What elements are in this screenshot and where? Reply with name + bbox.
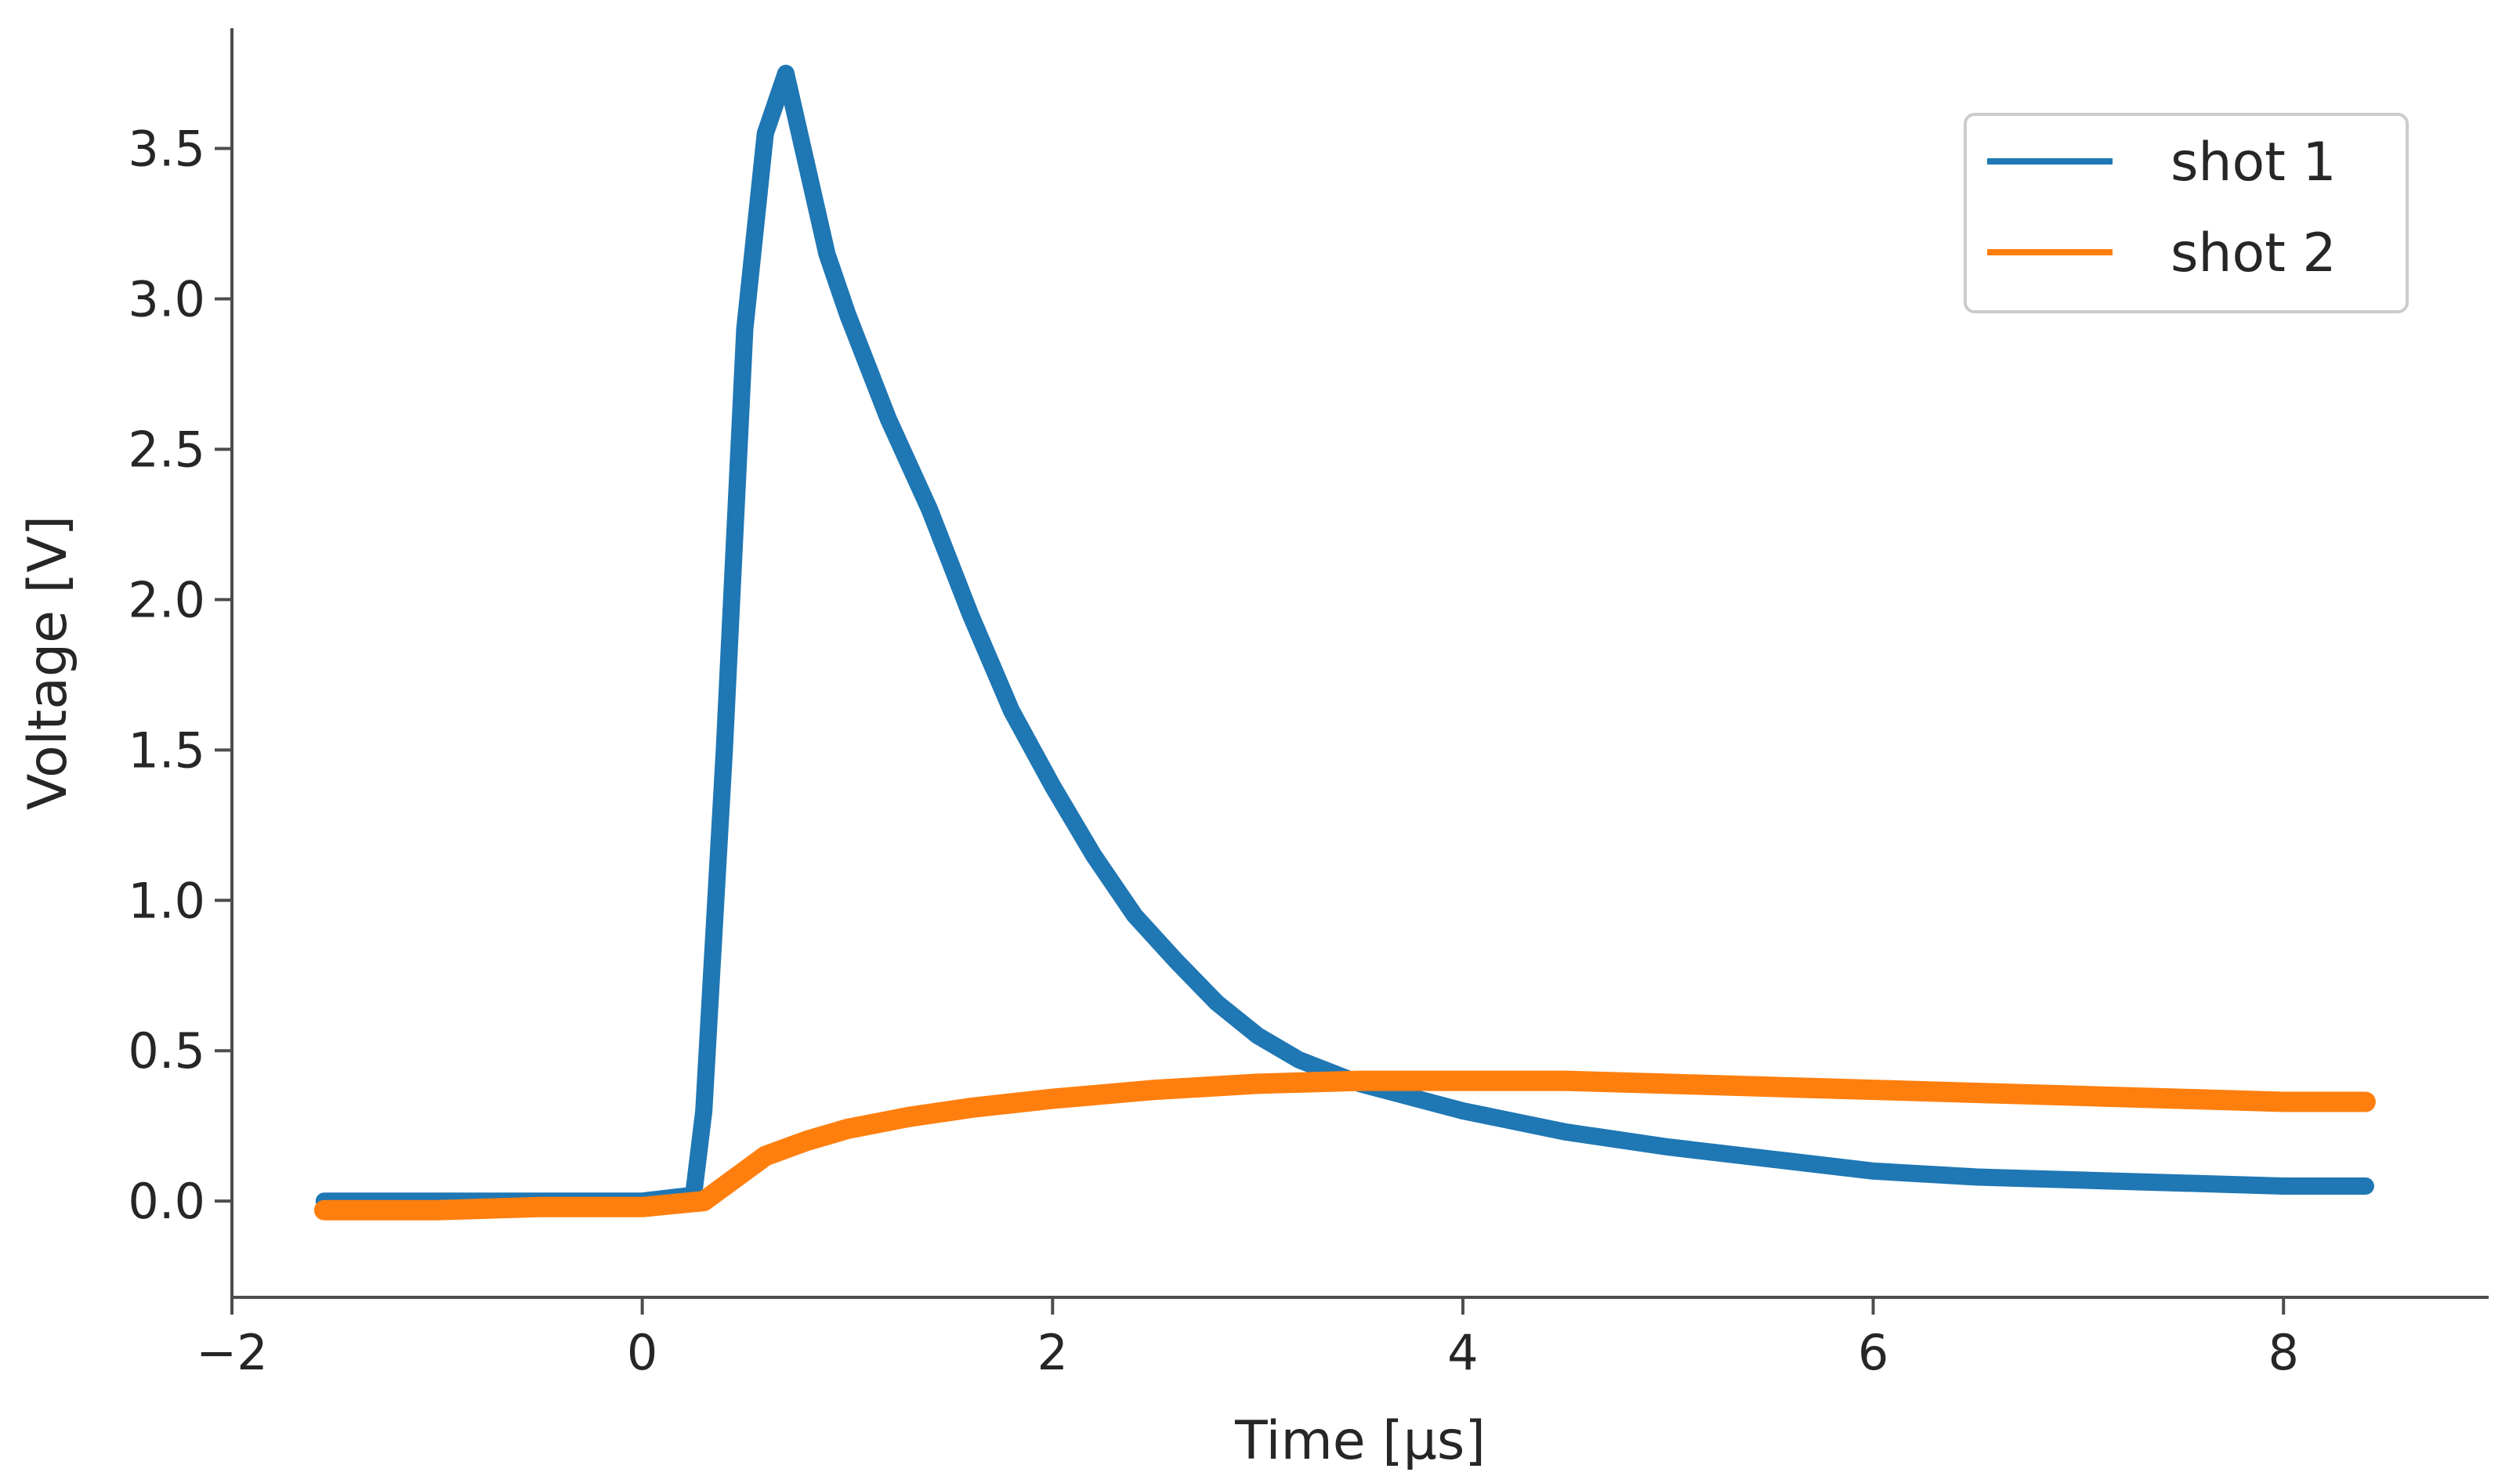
x-tick-label: 8 [2268,1324,2298,1381]
x-axis-label: Time [μs] [1234,1410,1486,1472]
y-axis-ticks: 0.0 0.5 1.0 1.5 2.0 2.5 3.0 3.5 [128,121,232,1230]
x-tick-label: 0 [627,1324,657,1381]
legend-label-shot-1: shot 1 [2171,132,2337,194]
x-tick-label: 4 [1447,1324,1478,1381]
legend: shot 1 shot 2 [1964,113,2409,313]
series-line-shot-1 [315,64,2374,1210]
x-axis-ticks: −2 0 2 4 6 8 [196,1297,2299,1381]
series-layer [313,64,2376,1221]
y-tick-label: 0.0 [128,1173,205,1230]
y-tick-label: 3.5 [128,121,205,178]
legend-label-shot-2: shot 2 [2171,222,2337,284]
y-tick-label: 1.5 [128,722,205,779]
y-tick-label: 2.5 [128,421,205,478]
x-tick-label: −2 [196,1324,267,1381]
y-tick-label: 1.0 [128,872,205,929]
x-tick-label: 6 [1858,1324,1888,1381]
y-tick-label: 3.0 [128,270,205,327]
x-tick-label: 2 [1037,1324,1068,1381]
plot-area: −2 0 2 4 6 8 0.0 0.5 1.0 1.5 2.0 2.5 3.0 3.5 [128,28,2489,1381]
y-tick-label: 0.5 [128,1022,205,1080]
series-line-shot-2 [313,1070,2376,1221]
y-axis-label: Voltage [V] [17,515,79,810]
y-tick-label: 2.0 [128,571,205,628]
